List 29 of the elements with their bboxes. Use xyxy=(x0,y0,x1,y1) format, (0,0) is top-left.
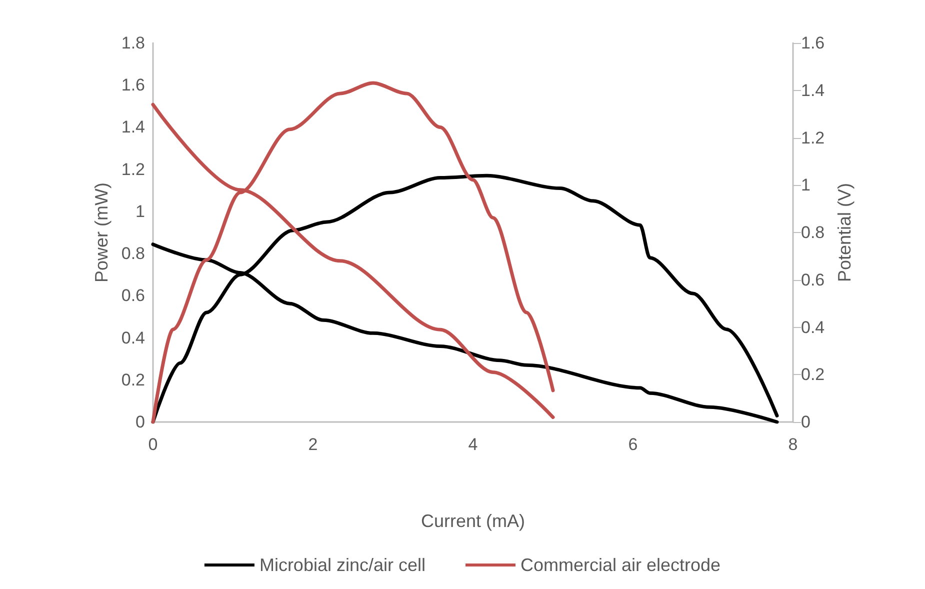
y-tick-label: 0.6 xyxy=(121,286,145,306)
y2-axis-title: Potential (V) xyxy=(834,182,855,282)
y-tick-label: 1 xyxy=(136,202,145,221)
y-axis-title: Power (mW) xyxy=(91,182,112,282)
y2-tick-label: 1 xyxy=(801,176,810,195)
y2-tick-label: 1.4 xyxy=(801,80,825,100)
y2-tick-label: 0.6 xyxy=(801,270,825,290)
y2-tick-label: 1.6 xyxy=(801,34,825,52)
y-tick-label: 1.4 xyxy=(121,118,145,137)
y-tick-label: 0.8 xyxy=(121,244,145,264)
x-axis-title: Current (mA) xyxy=(420,511,526,531)
y2-tick-label: 0.8 xyxy=(801,223,825,242)
y-tick-label: 1.6 xyxy=(121,76,145,95)
x-tick-label: 0 xyxy=(148,435,158,454)
y2-tick-label: 0.2 xyxy=(801,365,825,384)
legend-label: Commercial air electrode xyxy=(520,555,721,575)
y-tick-label: 0.2 xyxy=(121,370,145,390)
x-tick-label: 4 xyxy=(468,435,478,454)
y-tick-label: 0.4 xyxy=(121,328,145,348)
x-tick-label: 6 xyxy=(628,435,638,454)
y2-tick-label: 0.4 xyxy=(801,318,825,337)
y-tick-label: 1.8 xyxy=(121,34,145,52)
y-tick-label: 0 xyxy=(136,412,145,432)
y2-tick-label: 0 xyxy=(801,412,810,432)
y-tick-label: 1.2 xyxy=(121,160,145,179)
x-tick-label: 8 xyxy=(788,435,798,454)
legend-label: Microbial zinc/air cell xyxy=(259,555,426,575)
y2-tick-label: 1.2 xyxy=(801,128,825,148)
x-tick-label: 2 xyxy=(308,435,318,454)
